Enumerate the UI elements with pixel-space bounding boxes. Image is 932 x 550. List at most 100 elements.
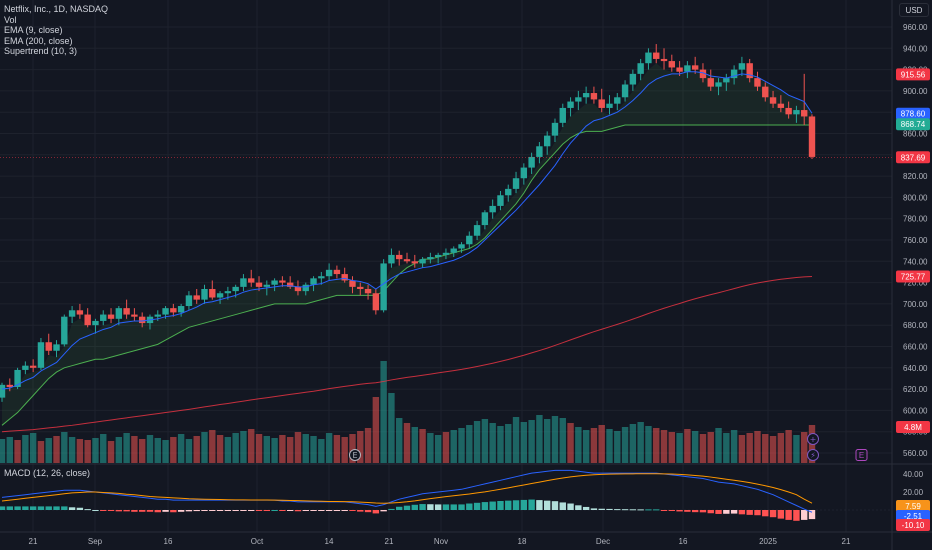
candle-body <box>279 280 286 283</box>
macd-histogram-bar <box>333 510 341 511</box>
candle-body <box>302 284 309 292</box>
lightning-icon-ring <box>807 449 819 461</box>
volume-bar <box>676 433 683 463</box>
candle-body <box>481 212 489 226</box>
candle-body <box>614 97 621 104</box>
price-axis-label: 800.00 <box>903 193 928 202</box>
volume-bar <box>162 440 169 463</box>
legend-ema200[interactable]: EMA (200, close) <box>4 35 73 46</box>
volume-bar <box>606 429 613 463</box>
price-badge: 868.74 <box>901 120 926 129</box>
candle-body <box>115 308 123 319</box>
candle-body <box>676 67 683 72</box>
volume-bar <box>450 430 457 463</box>
legend-supertrend[interactable]: Supertrend (10, 3) <box>4 46 78 56</box>
time-axis-label: Nov <box>434 537 448 546</box>
price-axis-label: 640.00 <box>903 364 928 373</box>
candle-body <box>575 97 582 102</box>
volume-bar <box>333 435 341 463</box>
legend-ema9[interactable]: EMA (9, close) <box>4 25 63 35</box>
macd-histogram-bar <box>707 510 714 514</box>
candle-body <box>777 103 785 108</box>
macd-histogram-bar <box>29 506 37 510</box>
volume-bar <box>341 437 348 463</box>
volume-bar <box>653 428 660 463</box>
volume-bar <box>240 431 247 463</box>
volume-bar <box>769 436 777 463</box>
macd-axis-label: 20.00 <box>903 488 924 497</box>
macd-histogram-bar <box>177 510 185 512</box>
macd-histogram-bar <box>185 510 193 512</box>
candle-body <box>0 384 6 398</box>
volume-bar <box>193 436 200 463</box>
candle-body <box>318 276 325 279</box>
legend-volume[interactable]: Vol <box>4 14 17 25</box>
volume-bar <box>68 437 76 463</box>
macd-histogram-bar <box>614 509 621 511</box>
volume-bar <box>567 423 574 463</box>
candle-body <box>785 107 792 115</box>
volume-bar <box>754 431 761 463</box>
candle-body <box>512 178 520 189</box>
candle-body <box>489 205 496 213</box>
time-axis-label: 21 <box>842 537 851 546</box>
macd-legend[interactable]: MACD (12, 26, close) <box>4 468 91 478</box>
macd-histogram-bar <box>138 510 146 512</box>
macd-histogram-bar <box>302 510 309 511</box>
macd-histogram-bar <box>403 505 411 510</box>
macd-axis-label: 40.00 <box>903 470 924 479</box>
volume-bar <box>201 432 208 463</box>
volume-bar <box>746 433 753 463</box>
macd-histogram-bar <box>575 505 582 510</box>
macd-histogram-bar <box>543 500 551 510</box>
volume-bar <box>84 440 91 463</box>
macd-histogram-bar <box>419 504 426 510</box>
candle-body <box>590 93 598 100</box>
price-badge: 837.69 <box>901 153 926 162</box>
volume-bar <box>372 397 380 463</box>
time-axis-label: 16 <box>164 537 173 546</box>
markers-layer[interactable]: E + ⚡ E <box>349 433 868 461</box>
volume-bar <box>427 433 434 463</box>
currency-button[interactable]: USD <box>899 3 929 17</box>
macd-histogram-bar <box>294 510 302 512</box>
volume-bar <box>271 438 278 463</box>
volume-bar <box>411 427 418 463</box>
macd-histogram-bar <box>762 510 769 517</box>
macd-badge-bg <box>896 500 930 512</box>
macd-histogram-bar <box>699 510 707 513</box>
macd-histogram-bar <box>481 502 489 510</box>
ema200-layer <box>1 275 813 433</box>
volume-bar <box>6 437 13 463</box>
candle-body <box>684 65 691 72</box>
volume-bar <box>138 439 146 463</box>
volume-bar <box>224 437 232 463</box>
volume-bar <box>325 433 333 463</box>
time-axis-label: 2025 <box>759 537 777 546</box>
macd-histogram-bar <box>53 506 60 510</box>
macd-histogram-bar <box>224 510 232 511</box>
volume-bar <box>364 428 372 463</box>
candle-body <box>691 65 699 70</box>
macd-histogram-bar <box>45 506 52 510</box>
candle-body <box>466 235 473 245</box>
candle-body <box>240 278 247 287</box>
candle-body <box>793 110 800 115</box>
macd-histogram-bar <box>754 510 761 516</box>
volume-bar <box>248 429 255 463</box>
macd-badge-bg <box>896 519 930 531</box>
macd-histogram-bar <box>691 510 699 513</box>
volume-layer <box>0 361 816 463</box>
macd-histogram-bar <box>777 510 785 519</box>
macd-histogram-bar <box>310 510 317 511</box>
volume-bar <box>473 421 481 463</box>
volume-bar <box>528 420 535 463</box>
volume-bar <box>318 439 325 463</box>
volume-bar <box>380 361 387 463</box>
volume-bar <box>279 435 286 463</box>
volume-bar <box>497 426 504 463</box>
candle-body <box>232 286 239 292</box>
macd-histogram-bar <box>738 510 746 515</box>
macd-histogram-bar <box>637 509 644 511</box>
